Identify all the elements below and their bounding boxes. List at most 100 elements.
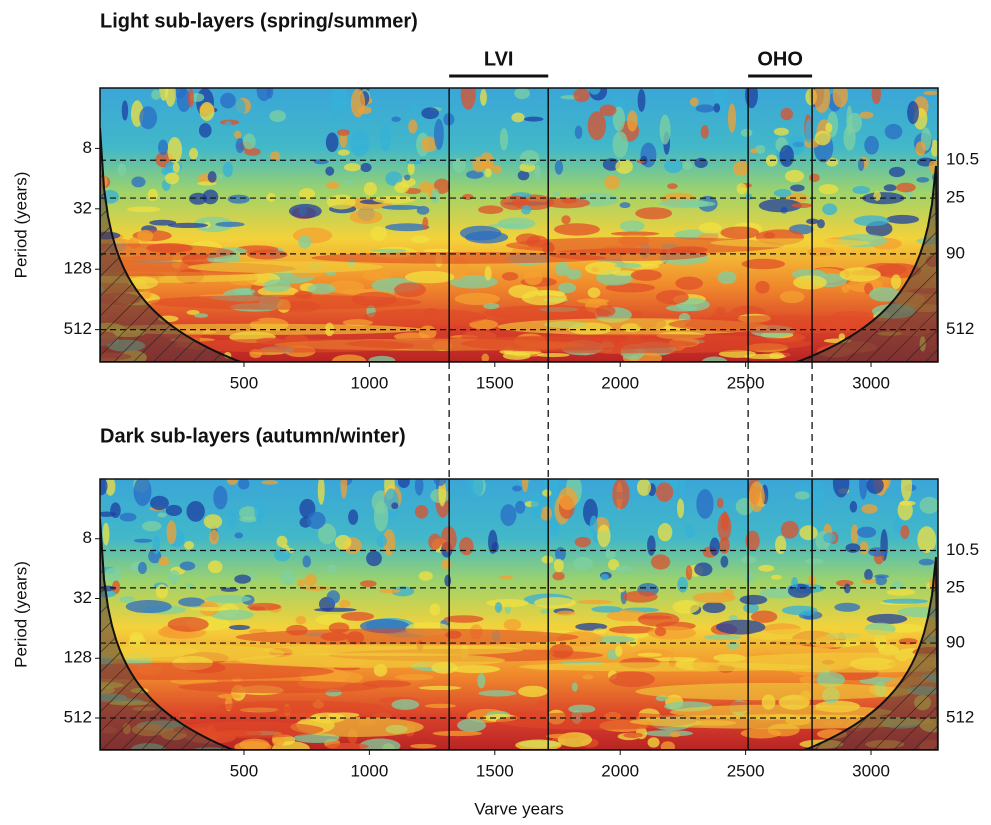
x-tick-label: 3000: [852, 761, 890, 780]
heatmap-blob: [716, 619, 766, 635]
heatmap-blob: [832, 479, 850, 498]
heatmap-blob: [521, 289, 567, 306]
heatmap-blob: [484, 168, 492, 178]
heatmap-blob: [779, 290, 805, 304]
heatmap-blob: [553, 558, 564, 573]
heatmap-blob: [304, 573, 317, 587]
heatmap-blob: [571, 682, 578, 692]
heatmap-blob: [515, 500, 526, 514]
heatmap-blob: [873, 191, 882, 201]
heatmap-blob: [636, 479, 651, 496]
y-tick-label: 512: [64, 707, 92, 726]
heatmap-blob: [105, 479, 116, 496]
heatmap-blob: [841, 283, 850, 293]
heatmap-blob: [822, 203, 838, 216]
heatmap-blob: [431, 188, 440, 204]
heatmap-blob: [573, 88, 590, 103]
heatmap-blob: [165, 504, 183, 516]
heatmap-blob: [499, 575, 514, 580]
heatmap-blob: [605, 548, 616, 560]
heatmap-blob: [610, 231, 660, 236]
plot-frame: [99, 478, 939, 751]
heatmap-blob: [349, 209, 383, 224]
heatmap-blob: [343, 163, 361, 172]
heatmap-blob: [382, 528, 396, 556]
heatmap-blob: [672, 599, 700, 614]
heatmap-blob: [784, 169, 805, 183]
heatmap-blob: [194, 313, 209, 318]
heatmap-blob: [608, 559, 620, 571]
heatmap-blob: [500, 195, 530, 211]
heatmap-blob: [669, 731, 681, 738]
heatmap-blob: [397, 479, 410, 489]
heatmap-blob: [655, 289, 689, 305]
heatmap-blob: [541, 489, 552, 497]
heatmap-blob: [809, 480, 825, 509]
heatmap-blob: [619, 202, 631, 209]
heatmap-blob: [589, 515, 598, 535]
heatmap-blob: [599, 104, 617, 117]
heatmap-blob: [521, 479, 529, 493]
heatmap-blob: [814, 130, 831, 146]
heatmap-blob: [350, 129, 370, 157]
heatmap-band: [147, 294, 422, 310]
heatmap-blob: [845, 543, 861, 553]
heatmap-blob: [315, 671, 364, 685]
heatmap-blob: [717, 271, 737, 285]
heatmap-blob: [794, 491, 810, 500]
heatmap-blob: [574, 125, 583, 139]
panel-title: Dark sub-layers (autumn/winter): [100, 425, 406, 447]
heatmap-blob: [859, 111, 874, 119]
heatmap-blob: [553, 223, 600, 236]
heatmap-blob: [818, 184, 839, 195]
x-tick-label: 1500: [476, 761, 514, 780]
heatmap-blob: [597, 524, 611, 548]
heatmap-blob: [721, 511, 729, 531]
heatmap-blob: [379, 589, 401, 594]
heatmap-blob: [381, 204, 422, 210]
heatmap-blob: [331, 354, 367, 362]
heatmap-blob: [773, 188, 792, 198]
heatmap-blob: [215, 221, 245, 227]
heatmap-blob: [139, 106, 158, 130]
heatmap-blob: [536, 352, 570, 358]
heatmap: [100, 88, 938, 362]
heatmap-band: [100, 644, 285, 662]
heatmap-blob: [422, 216, 429, 230]
heatmap-blob: [100, 511, 117, 517]
heatmap-blob: [511, 112, 525, 123]
heatmap-blob: [151, 89, 161, 101]
heatmap-blob: [850, 524, 859, 545]
heatmap-blob: [443, 615, 484, 623]
heatmap-blob: [172, 162, 180, 174]
heatmap-blob: [317, 523, 337, 545]
heatmap-blob: [849, 501, 858, 513]
heatmap-blob: [193, 216, 234, 232]
heatmap-blob: [158, 556, 170, 567]
heatmap-blob: [791, 577, 798, 590]
heatmap-blob: [823, 532, 836, 544]
heatmap-blob: [235, 138, 245, 154]
heatmap-blob: [205, 594, 252, 603]
heatmap-blob: [696, 489, 714, 519]
heatmap-blob: [554, 160, 564, 175]
event-label: OHO: [757, 48, 803, 70]
heatmap-blob: [860, 579, 877, 584]
heatmap-blob: [187, 88, 194, 108]
x-axis-label: Varve years: [474, 799, 563, 818]
heatmap-blob: [636, 158, 646, 164]
heatmap-blob: [126, 206, 161, 213]
heatmap-blob: [727, 103, 736, 133]
heatmap-blob: [647, 737, 660, 748]
heatmap-blob: [394, 181, 409, 193]
heatmap-blob: [226, 317, 260, 323]
heatmap-blob: [469, 319, 499, 330]
coi-hatch: [100, 128, 938, 362]
heatmap-blob: [459, 537, 474, 556]
heatmap-blob: [653, 657, 702, 662]
heatmap-blob: [891, 274, 902, 290]
heatmap-blob: [391, 116, 401, 122]
heatmap-blob: [556, 610, 576, 616]
heatmap-blob: [864, 135, 879, 155]
heatmap-blob: [121, 100, 129, 121]
